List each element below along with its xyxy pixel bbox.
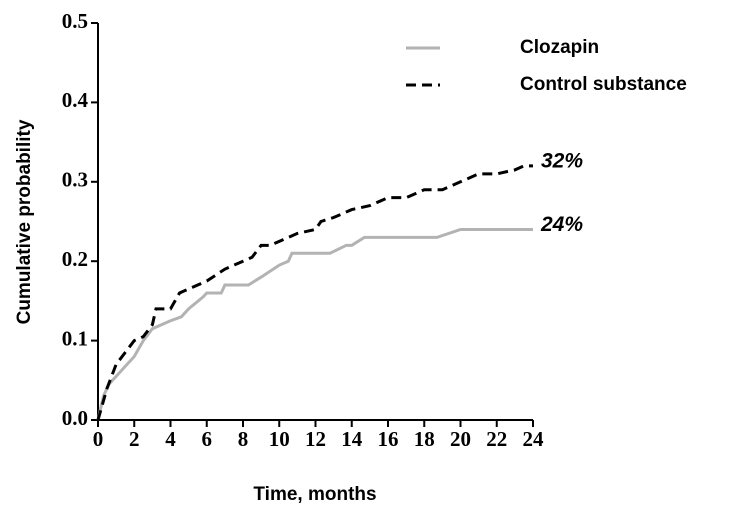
x-tick-label: 12 [305,427,326,451]
series-line [96,164,533,421]
legend-label: Clozapin [520,37,599,58]
y-axis-label: Cumulative probability [14,119,35,324]
x-tick-label: 4 [165,427,176,451]
y-tick-label: 0.0 [62,406,88,430]
y-tick-label: 0.3 [62,168,88,192]
annotation: 32% [541,149,583,172]
legend-label: Control substance [520,74,687,95]
x-tick-label: 20 [450,427,471,451]
series-line [96,227,533,421]
x-tick-label: 18 [414,427,435,451]
x-tick-label: 6 [202,427,213,451]
x-tick-label: 0 [93,427,104,451]
annotation: 24% [540,213,583,236]
x-tick-label: 16 [378,427,399,451]
y-tick-label: 0.2 [62,247,88,271]
x-tick-label: 24 [523,427,545,451]
x-tick-label: 22 [486,427,507,451]
x-axis-label: Time, months [253,484,376,505]
y-tick-label: 0.4 [62,88,89,112]
y-tick-label: 0.1 [62,326,88,350]
x-tick-label: 2 [129,427,140,451]
y-tick-label: 0.5 [62,9,88,33]
x-tick-label: 14 [341,427,363,451]
x-tick-label: 10 [269,427,290,451]
x-tick-label: 8 [238,427,249,451]
